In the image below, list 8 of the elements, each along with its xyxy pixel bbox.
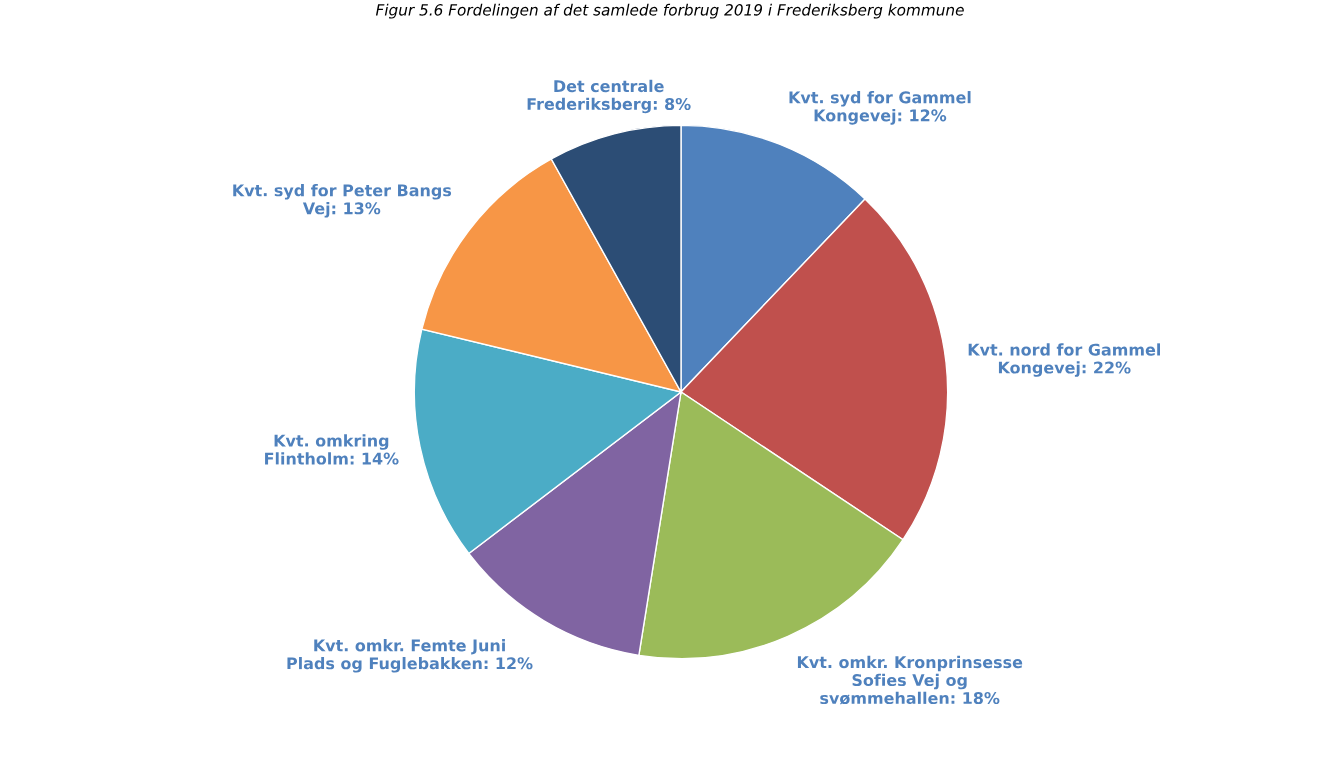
slice-label: Kvt. omkr. Kronprinsesse Sofies Vej og svømmehallen: 18% [797, 655, 1023, 705]
slice-label: Det centrale Frederiksberg: 8% [527, 79, 691, 114]
slice-label: Kvt. omkring Flintholm: 14% [265, 434, 399, 465]
slice-label: Kvt. syd for Peter Bangs Vej: 13% [233, 183, 452, 218]
slice-label: Kvt. syd for Gammel Kongevej: 12% [789, 91, 971, 125]
slice-label: Kvt. omkr. Femte Juni Plads og Fuglebakken: 12% [287, 639, 533, 673]
chart-title: Figur 5.6 Fordelingen af det samlede forbrug 2019 i Frederiksberg kommune [375, 3, 964, 19]
slice-label: Kvt. nord for Gammel Kongevej: 22% [968, 343, 1160, 377]
